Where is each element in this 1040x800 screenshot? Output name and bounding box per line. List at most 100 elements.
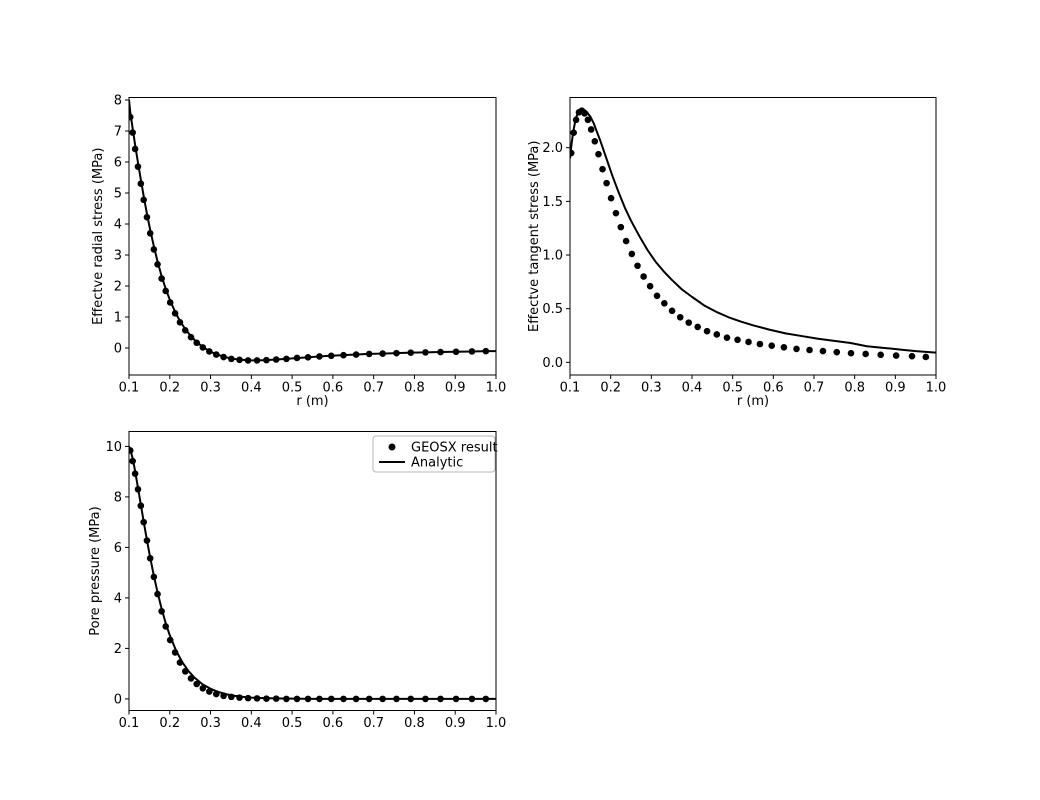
tangent-stress-axes-frame — [569, 97, 937, 376]
chart-pore-pressure: 0.1 0.2 0.3 0.4 0.5 0.6 0.7 0.8 0.9 1.0 0 2 4 6 8 10 Por… — [88, 431, 507, 731]
pore-pressure-x-tick-label: 0.3 — [200, 716, 221, 731]
tangent-stress-y-tick-label: 2.0 — [542, 141, 563, 156]
pore-pressure-x-tick-label: 0.8 — [404, 716, 425, 731]
pore-pressure-y-tick-label: 4 — [114, 591, 122, 606]
radial-stress-y-tick-label: 7 — [114, 124, 122, 139]
data-point — [199, 684, 207, 692]
data-point — [768, 342, 776, 350]
pore-pressure-x-tick-label: 1.0 — [486, 716, 507, 731]
legend-dot-marker — [388, 443, 396, 451]
data-point — [595, 150, 602, 158]
radial-stress-y-tick-label: 5 — [114, 186, 122, 201]
data-point — [862, 350, 869, 358]
tangent-stress-analytic-line — [569, 108, 937, 354]
radial-stress-x-tick-label: 0.1 — [119, 381, 140, 396]
data-point — [640, 273, 647, 280]
tangent-stress-y-tick-label: 1.5 — [542, 195, 563, 210]
data-point — [756, 340, 764, 348]
tangent-stress-y-tick-label: 0.5 — [542, 302, 563, 317]
pore-pressure-x-tick-label: 0.5 — [282, 716, 303, 731]
data-point — [628, 250, 636, 258]
data-point — [780, 344, 788, 351]
tangent-stress-y-tick-label: 1.0 — [542, 249, 563, 264]
data-point — [806, 346, 813, 354]
radial-stress-y-tick-label: 2 — [114, 280, 122, 295]
data-point — [713, 331, 721, 338]
pore-pressure-y-tick-label: 2 — [114, 642, 122, 657]
radial-stress-y-tick-label: 0 — [114, 342, 122, 357]
radial-stress-y-tick-label: 1 — [114, 311, 122, 326]
pore-pressure-geosx-dots — [128, 447, 490, 703]
pore-pressure-x-tick-label: 0.7 — [363, 716, 384, 731]
tangent-stress-x-tick-label: 0.4 — [682, 381, 703, 396]
data-point — [847, 349, 855, 357]
data-point — [922, 353, 930, 361]
data-point — [661, 300, 668, 307]
radial-stress-x-tick-label: 0.9 — [445, 381, 466, 396]
pore-pressure-axes-frame — [128, 431, 497, 711]
chart-tangent-stress: 0.1 0.2 0.3 0.4 0.5 0.6 0.7 0.8 0.9 1.0 0.0 0.5 1.0 1… — [527, 97, 947, 409]
pore-pressure-x-tick-label: 0.1 — [119, 716, 140, 731]
pore-pressure-analytic-line — [128, 446, 496, 700]
radial-stress-x-tick-label: 0.4 — [241, 381, 262, 396]
data-point — [694, 323, 701, 331]
tangent-stress-x-tick-label: 0.9 — [885, 381, 906, 396]
tangent-stress-x-tick-label: 0.6 — [763, 381, 784, 396]
tangent-stress-xlabel: r (m) — [737, 394, 769, 409]
data-point — [612, 209, 620, 217]
tangent-stress-x-tick-label: 0.3 — [641, 381, 662, 396]
data-point — [193, 680, 200, 688]
radial-stress-y-tick-label: 3 — [114, 249, 122, 264]
legend-label: GEOSX result — [411, 441, 498, 456]
radial-stress-x-tick-label: 0.6 — [323, 381, 344, 396]
pore-pressure-y-tick-label: 10 — [105, 440, 122, 455]
data-point — [908, 352, 916, 360]
tangent-stress-geosx-dots — [569, 107, 930, 361]
tangent-stress-y-tick-label: 0.0 — [542, 356, 563, 371]
radial-stress-y-tick-label: 8 — [114, 93, 122, 108]
pore-pressure-x-tick-label: 0.6 — [323, 716, 344, 731]
data-point — [584, 116, 592, 124]
data-point — [617, 223, 625, 231]
radial-stress-x-tick-label: 0.8 — [404, 381, 425, 396]
data-point — [587, 126, 595, 133]
data-point — [723, 334, 731, 341]
data-point — [634, 262, 641, 270]
data-point — [685, 319, 693, 326]
pore-pressure-x-tick-label: 0.9 — [445, 716, 466, 731]
data-point — [892, 352, 900, 359]
tangent-stress-ylabel: Effectve tangent stress (MPa) — [527, 141, 542, 332]
tangent-stress-x-tick-label: 0.5 — [722, 381, 743, 396]
pore-pressure-y-tick-label: 0 — [114, 692, 122, 707]
radial-stress-geosx-dots — [128, 113, 490, 364]
data-point — [646, 282, 654, 290]
chart-radial-stress: 0.1 0.2 0.3 0.4 0.5 0.6 0.7 0.8 0.9 1.0 0 1 2 3 4 5 6 7 8 r… — [91, 93, 506, 409]
data-point — [599, 165, 606, 173]
data-point — [653, 292, 661, 300]
data-point — [833, 348, 841, 356]
data-point — [668, 307, 676, 315]
data-point — [591, 137, 599, 145]
pore-pressure-y-tick-label: 6 — [114, 541, 122, 556]
pore-pressure-y-tick-label: 8 — [114, 490, 122, 505]
data-point — [603, 179, 610, 187]
pore-pressure-ylabel: Pore pressure (MPa) — [88, 506, 103, 635]
data-point — [703, 327, 711, 335]
pore-pressure-x-tick-label: 0.4 — [241, 716, 262, 731]
tangent-stress-x-tick-label: 0.8 — [844, 381, 865, 396]
tangent-stress-x-tick-label: 1.0 — [926, 381, 947, 396]
radial-stress-x-tick-label: 0.2 — [159, 381, 180, 396]
tangent-stress-x-tick-label: 0.7 — [804, 381, 825, 396]
radial-stress-x-tick-label: 0.7 — [363, 381, 384, 396]
data-point — [734, 336, 741, 344]
pore-pressure-x-tick-label: 0.2 — [159, 716, 180, 731]
data-point — [622, 237, 630, 245]
data-point — [745, 338, 752, 346]
legend-label: Analytic — [411, 456, 463, 471]
radial-stress-xlabel: r (m) — [296, 394, 328, 409]
radial-stress-analytic-line — [128, 99, 496, 362]
data-point — [676, 313, 684, 321]
